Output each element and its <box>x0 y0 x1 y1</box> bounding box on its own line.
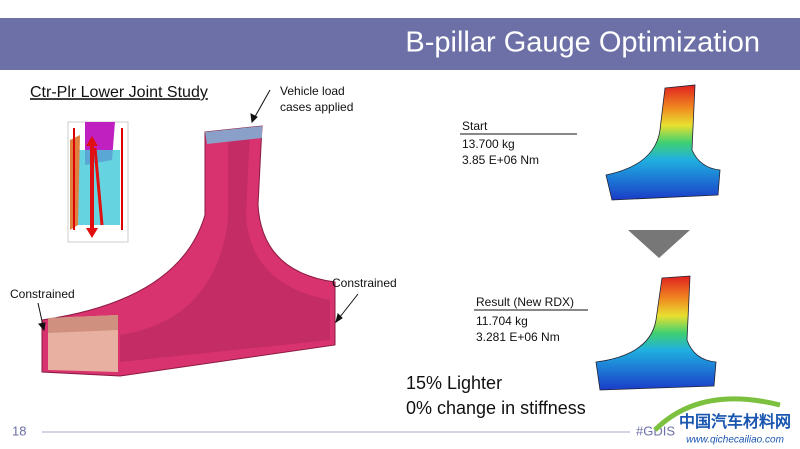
callout: Constrained <box>332 276 397 290</box>
footer-tag: #GDIS <box>636 423 675 438</box>
callout: cases applied <box>280 100 353 114</box>
title-bar <box>0 18 800 70</box>
callout: Vehicle load <box>280 84 345 98</box>
slide-title: B-pillar Gauge Optimization <box>405 27 760 59</box>
heatmap-result <box>595 275 717 391</box>
watermark-name: 中国汽车材料网 <box>679 412 791 431</box>
start-value: 13.700 kg <box>462 137 515 151</box>
summary: 15% Lighter <box>406 373 502 393</box>
callout: Constrained <box>10 287 75 301</box>
subtitle: Ctr-Plr Lower Joint Study <box>30 84 208 101</box>
result-value: 3.281 E+06 Nm <box>476 330 560 344</box>
watermark-url: www.qichecailiao.com <box>686 435 784 446</box>
result-value: 11.704 kg <box>476 314 528 328</box>
b-pillar-model <box>41 125 336 377</box>
down-arrow <box>628 230 690 258</box>
watermark-swoosh <box>653 396 781 432</box>
summary: 0% change in stiffness <box>406 398 586 418</box>
start-value: 3.85 E+06 Nm <box>462 153 539 167</box>
page-number: 18 <box>12 423 26 438</box>
callout-arrows <box>37 89 359 332</box>
heatmap-start <box>605 84 721 201</box>
inset-image <box>67 121 129 243</box>
result-label: Result (New RDX) <box>476 295 574 309</box>
start-label: Start <box>462 119 488 133</box>
